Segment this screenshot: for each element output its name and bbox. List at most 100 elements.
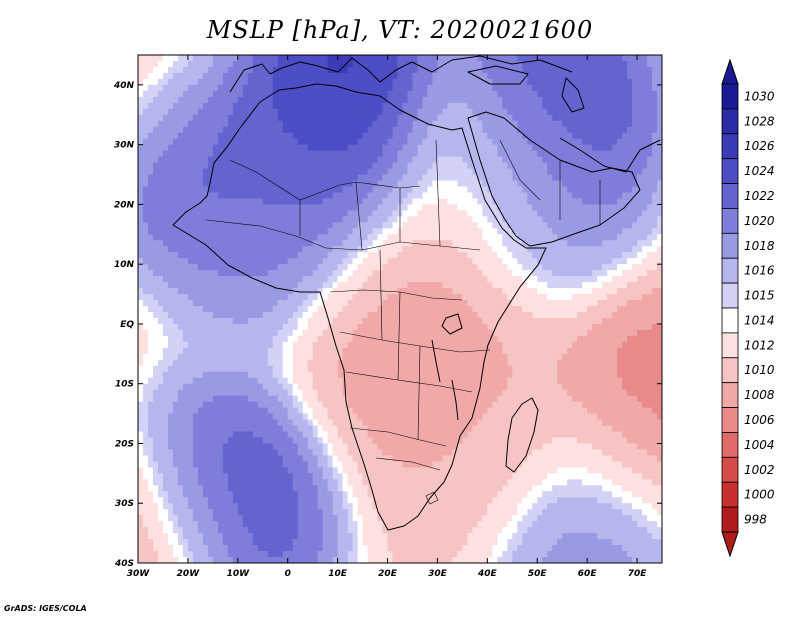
field-cell	[552, 323, 558, 331]
field-cell	[192, 102, 199, 110]
field-cell	[512, 240, 518, 247]
field-cell	[197, 282, 204, 289]
field-cell	[467, 132, 473, 140]
field-cell	[542, 186, 548, 194]
field-cell	[317, 204, 324, 211]
field-cell	[157, 329, 164, 337]
field-cell	[532, 60, 538, 68]
field-cell	[227, 240, 234, 247]
field-cell	[322, 210, 329, 217]
field-cell	[138, 138, 144, 146]
field-cell	[172, 198, 179, 206]
field-cell	[337, 156, 344, 164]
field-cell	[167, 60, 174, 68]
field-cell	[227, 294, 234, 301]
field-cell	[262, 168, 269, 176]
field-cell	[297, 84, 304, 92]
field-cell	[517, 300, 523, 307]
field-cell	[602, 144, 608, 152]
field-cell	[247, 174, 254, 182]
field-cell	[307, 156, 314, 164]
field-cell	[427, 282, 434, 289]
field-cell	[212, 210, 219, 217]
field-cell	[427, 252, 434, 259]
field-cell	[372, 138, 379, 146]
field-cell	[142, 150, 149, 158]
field-cell	[292, 323, 299, 331]
field-cell	[602, 234, 608, 241]
field-cell	[387, 144, 394, 152]
field-cell	[427, 114, 434, 122]
field-cell	[482, 132, 488, 140]
field-cell	[502, 192, 508, 200]
field-cell	[382, 240, 389, 247]
field-cell	[302, 264, 309, 271]
field-cell	[138, 60, 144, 68]
field-cell	[542, 180, 548, 188]
field-cell	[537, 126, 543, 134]
field-cell	[437, 311, 444, 319]
field-cell	[152, 55, 159, 62]
field-cell	[547, 192, 553, 200]
field-cell	[212, 120, 219, 128]
field-cell	[207, 108, 214, 116]
field-cell	[277, 204, 284, 211]
field-cell	[372, 216, 379, 223]
field-cell	[582, 198, 588, 206]
field-cell	[302, 126, 309, 134]
field-cell	[367, 210, 374, 217]
field-cell	[162, 204, 169, 211]
field-cell	[142, 282, 149, 289]
field-cell	[437, 228, 444, 235]
field-cell	[297, 264, 304, 271]
field-cell	[597, 120, 603, 128]
field-cell	[392, 174, 399, 182]
field-cell	[567, 55, 573, 62]
field-cell	[307, 120, 314, 128]
field-cell	[612, 216, 618, 223]
field-cell	[622, 234, 628, 241]
field-cell	[577, 240, 583, 247]
field-cell	[372, 150, 379, 158]
field-cell	[482, 138, 488, 146]
field-cell	[297, 96, 304, 104]
field-cell	[582, 150, 588, 158]
field-cell	[507, 180, 513, 188]
field-cell	[392, 264, 399, 271]
field-cell	[547, 258, 553, 265]
field-cell	[192, 144, 199, 152]
field-cell	[502, 300, 508, 307]
field-cell	[487, 144, 493, 152]
field-cell	[182, 102, 189, 110]
field-cell	[487, 252, 493, 259]
field-cell	[272, 186, 279, 194]
field-cell	[407, 72, 414, 80]
field-cell	[517, 126, 523, 134]
field-cell	[607, 60, 613, 68]
field-cell	[507, 204, 513, 211]
field-cell	[257, 264, 264, 271]
field-cell	[317, 174, 324, 182]
field-cell	[162, 168, 169, 176]
field-cell	[612, 282, 618, 289]
field-cell	[592, 323, 598, 331]
field-cell	[437, 246, 444, 253]
field-cell	[567, 66, 573, 74]
field-cell	[292, 335, 299, 343]
field-cell	[138, 276, 144, 283]
field-cell	[177, 174, 184, 182]
field-cell	[622, 102, 628, 110]
field-cell	[282, 258, 289, 265]
field-cell	[347, 150, 354, 158]
field-cell	[277, 114, 284, 122]
field-cell	[292, 222, 299, 229]
field-cell	[472, 329, 478, 337]
field-cell	[597, 234, 603, 241]
field-cell	[657, 84, 662, 92]
field-cell	[197, 300, 204, 307]
field-cell	[187, 282, 194, 289]
field-cell	[637, 204, 643, 211]
field-cell	[177, 282, 184, 289]
field-cell	[267, 55, 274, 62]
field-cell	[182, 84, 189, 92]
